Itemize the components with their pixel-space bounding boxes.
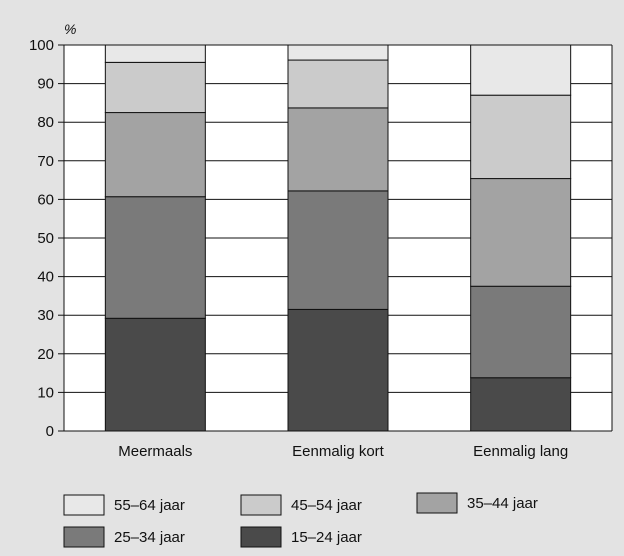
bar-segment	[287, 190, 389, 310]
y-tick-label: 90	[37, 76, 54, 93]
axes: 0 10 20 30 40 50 60 70 80 90 100 Meermaals Eenmalig …	[29, 37, 613, 460]
y-tick-label: 100	[29, 37, 54, 54]
legend-swatch	[63, 526, 105, 548]
y-axis-unit-label: %	[64, 21, 76, 37]
y-tick-label: 20	[37, 346, 54, 363]
legend-label: 15–24 jaar	[291, 529, 362, 546]
y-tick-label: 10	[37, 384, 54, 401]
y-tick-label: 0	[46, 423, 54, 440]
x-category-label: Eenmalig kort	[292, 443, 385, 460]
legend-label: 55–64 jaar	[114, 497, 185, 514]
bar-segment	[287, 59, 389, 109]
x-category-label: Eenmalig lang	[473, 443, 568, 460]
legend-swatch	[416, 492, 458, 514]
bar-segment	[287, 308, 389, 432]
y-tick-label: 80	[37, 114, 54, 131]
bar-segment	[470, 377, 572, 432]
bar-segment	[287, 44, 389, 61]
y-tick-label: 70	[37, 153, 54, 170]
bar-segment	[104, 44, 206, 63]
bar-segment	[470, 285, 572, 379]
bar-segment	[287, 107, 389, 192]
y-tick-label: 60	[37, 191, 54, 208]
x-category-label: Meermaals	[118, 443, 192, 460]
legend-label: 35–44 jaar	[467, 495, 538, 512]
bar-segment	[470, 94, 572, 180]
y-tick-label: 40	[37, 269, 54, 286]
bar-segment	[470, 44, 572, 96]
bar-segment	[470, 178, 572, 287]
bar-segment	[104, 317, 206, 432]
legend-swatch	[240, 526, 282, 548]
legend-label: 45–54 jaar	[291, 497, 362, 514]
legend-swatch	[240, 494, 282, 516]
legend: 55–64 jaar 45–54 jaar 35–44 jaar 25–34 jaar…	[63, 492, 538, 548]
bar-segment	[104, 112, 206, 198]
y-tick-label: 30	[37, 307, 54, 324]
y-tick-label: 50	[37, 230, 54, 247]
legend-label: 25–34 jaar	[114, 529, 185, 546]
bar-segment	[104, 196, 206, 319]
bars	[104, 44, 572, 432]
legend-swatch	[63, 494, 105, 516]
bar-segment	[104, 61, 206, 114]
